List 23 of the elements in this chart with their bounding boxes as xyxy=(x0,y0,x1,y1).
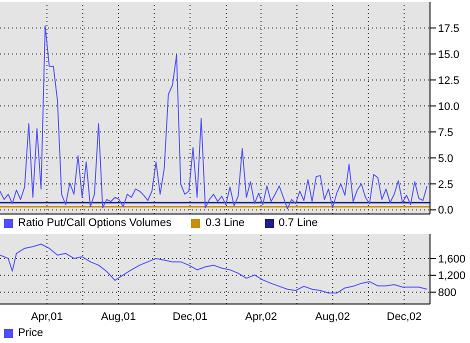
x-tick-label: Dec,01 xyxy=(172,310,208,323)
x-tick-label: Apr,01 xyxy=(31,310,63,323)
y-tick-label: 15.0 xyxy=(438,48,460,61)
y-tick-label: 10.0 xyxy=(438,100,460,113)
y-tick-label: 1,200 xyxy=(438,270,466,282)
legend-label: Ratio Put/Call Options Volumes xyxy=(18,217,172,229)
y-tick-label: 2.5 xyxy=(438,178,454,191)
y-tick-label: 5.0 xyxy=(438,152,454,165)
y-tick-label: 17.5 xyxy=(438,22,460,35)
x-tick-label: Apr,02 xyxy=(245,310,277,323)
y-tick-label: 800 xyxy=(438,287,456,300)
legend-label: Price xyxy=(18,327,44,339)
y-tick-label: 0.0 xyxy=(438,204,454,217)
x-tick-label: Aug,01 xyxy=(101,310,136,323)
legend-label: 0.7 Line xyxy=(278,217,318,229)
y-tick-label: 12.5 xyxy=(438,74,460,87)
y-tick-label: 7.5 xyxy=(438,126,454,139)
y-tick-label: 1,600 xyxy=(438,253,466,266)
line-series xyxy=(0,244,428,294)
line-series xyxy=(0,25,428,210)
legend-label: 0.3 Line xyxy=(205,217,245,229)
x-tick-label: Dec,02 xyxy=(386,310,422,323)
x-tick-label: Aug,02 xyxy=(315,310,350,323)
